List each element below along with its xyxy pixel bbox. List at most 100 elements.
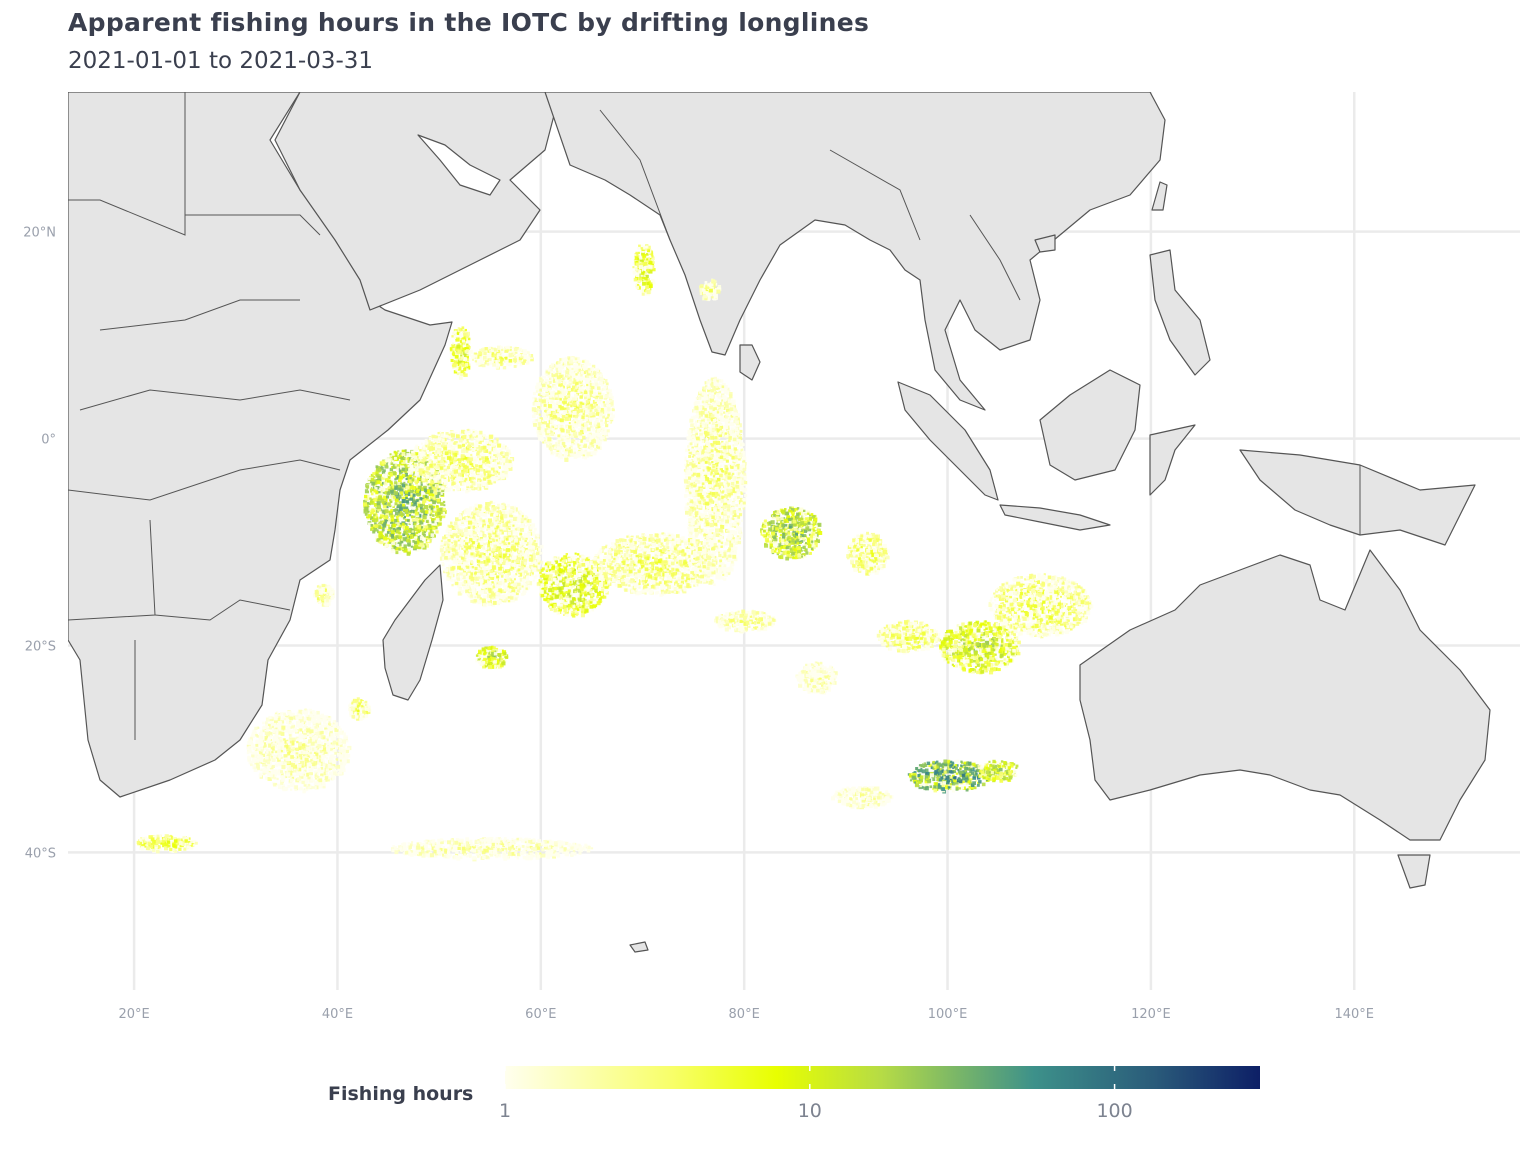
heat-cell bbox=[402, 496, 407, 501]
persian-gulf-water bbox=[417, 134, 501, 196]
heat-cell bbox=[487, 350, 491, 353]
heat-cell bbox=[432, 500, 436, 505]
heat-cell bbox=[599, 438, 603, 442]
heat-cell bbox=[513, 347, 518, 351]
heat-cell bbox=[496, 356, 500, 359]
heat-cell bbox=[400, 515, 403, 518]
heat-cell bbox=[452, 559, 456, 563]
heat-cell bbox=[488, 434, 493, 439]
heat-cell bbox=[558, 436, 561, 440]
heat-cell bbox=[429, 489, 434, 494]
heat-cell bbox=[575, 406, 580, 411]
heat-cell bbox=[374, 534, 379, 539]
heat-cell bbox=[461, 339, 465, 343]
heat-cell bbox=[414, 463, 418, 467]
heat-cell bbox=[420, 526, 424, 529]
heat-cell bbox=[578, 386, 582, 390]
heat-cell bbox=[604, 428, 607, 432]
heat-cell bbox=[545, 389, 548, 392]
heat-cell bbox=[364, 513, 368, 516]
heat-cell bbox=[598, 372, 602, 376]
heat-cell bbox=[424, 537, 429, 542]
heat-cell bbox=[435, 518, 440, 522]
heat-cell bbox=[428, 482, 433, 487]
heat-cell bbox=[548, 387, 552, 391]
heat-cell bbox=[395, 452, 400, 457]
heat-cell bbox=[449, 347, 453, 350]
heat-cell bbox=[420, 497, 424, 501]
heat-cell bbox=[392, 465, 396, 469]
heat-cell bbox=[605, 424, 609, 428]
heat-cell bbox=[367, 517, 370, 520]
heat-cell bbox=[547, 375, 551, 378]
heat-cell bbox=[417, 458, 421, 462]
heat-cell bbox=[559, 365, 564, 370]
heat-cell bbox=[500, 354, 504, 358]
heat-cell bbox=[552, 390, 556, 393]
heat-cell bbox=[579, 443, 584, 448]
heat-cell bbox=[553, 446, 557, 449]
heat-cell bbox=[393, 491, 398, 496]
heat-cell bbox=[423, 488, 428, 493]
heat-cell bbox=[535, 399, 538, 402]
heat-cell bbox=[498, 362, 503, 367]
heat-cell bbox=[466, 365, 471, 370]
heat-cell bbox=[394, 485, 399, 490]
heat-cell bbox=[454, 358, 459, 362]
heat-cell bbox=[533, 423, 537, 427]
heat-cell bbox=[404, 550, 407, 552]
heat-cell bbox=[415, 548, 420, 552]
heat-cell bbox=[386, 491, 391, 496]
heat-cell bbox=[405, 496, 408, 500]
heat-cell bbox=[551, 365, 555, 368]
heat-cell bbox=[564, 398, 568, 402]
heat-cell bbox=[395, 529, 400, 534]
heat-cell bbox=[512, 347, 515, 350]
heat-cell bbox=[442, 536, 446, 540]
heat-cell bbox=[603, 413, 606, 416]
heat-cell bbox=[481, 568, 485, 571]
heat-cell bbox=[513, 358, 517, 363]
heat-cell bbox=[367, 511, 370, 514]
heat-cell bbox=[425, 543, 429, 548]
heat-cell bbox=[465, 452, 470, 457]
heat-cell bbox=[455, 369, 458, 372]
heat-cell bbox=[483, 355, 487, 360]
heat-cell bbox=[542, 426, 546, 430]
heat-cell bbox=[595, 404, 598, 407]
heat-cell bbox=[462, 337, 467, 342]
heat-cell bbox=[395, 551, 399, 555]
heat-cell bbox=[567, 365, 570, 369]
heat-cell bbox=[506, 592, 511, 596]
heat-cell bbox=[465, 355, 469, 359]
heat-cell bbox=[480, 538, 484, 542]
heat-cell bbox=[471, 355, 475, 359]
heat-cell bbox=[543, 376, 547, 379]
heat-cell bbox=[540, 551, 543, 555]
heat-cell bbox=[405, 494, 408, 498]
heat-cell bbox=[398, 517, 403, 522]
heat-cell bbox=[394, 481, 398, 485]
heat-cell bbox=[521, 524, 524, 527]
heat-cell bbox=[559, 374, 563, 378]
heat-cell bbox=[428, 492, 433, 497]
heat-cell bbox=[366, 509, 370, 513]
heat-cell bbox=[460, 347, 463, 350]
heat-cell bbox=[416, 535, 421, 540]
heat-cell bbox=[441, 438, 445, 442]
heat-cell bbox=[500, 359, 503, 362]
heat-cell bbox=[368, 503, 371, 506]
heat-cell bbox=[551, 362, 555, 366]
heat-cell bbox=[406, 547, 411, 552]
heat-cell bbox=[376, 501, 381, 506]
heat-cell bbox=[557, 417, 561, 420]
heat-cell bbox=[379, 520, 384, 524]
heat-cell bbox=[409, 497, 414, 501]
heat-cell bbox=[584, 417, 589, 421]
heat-cell bbox=[580, 437, 583, 440]
heat-cell bbox=[368, 476, 372, 480]
heat-cell bbox=[497, 359, 501, 362]
heat-cell bbox=[444, 451, 449, 455]
heat-cell bbox=[489, 522, 494, 527]
heat-cell bbox=[563, 361, 567, 364]
